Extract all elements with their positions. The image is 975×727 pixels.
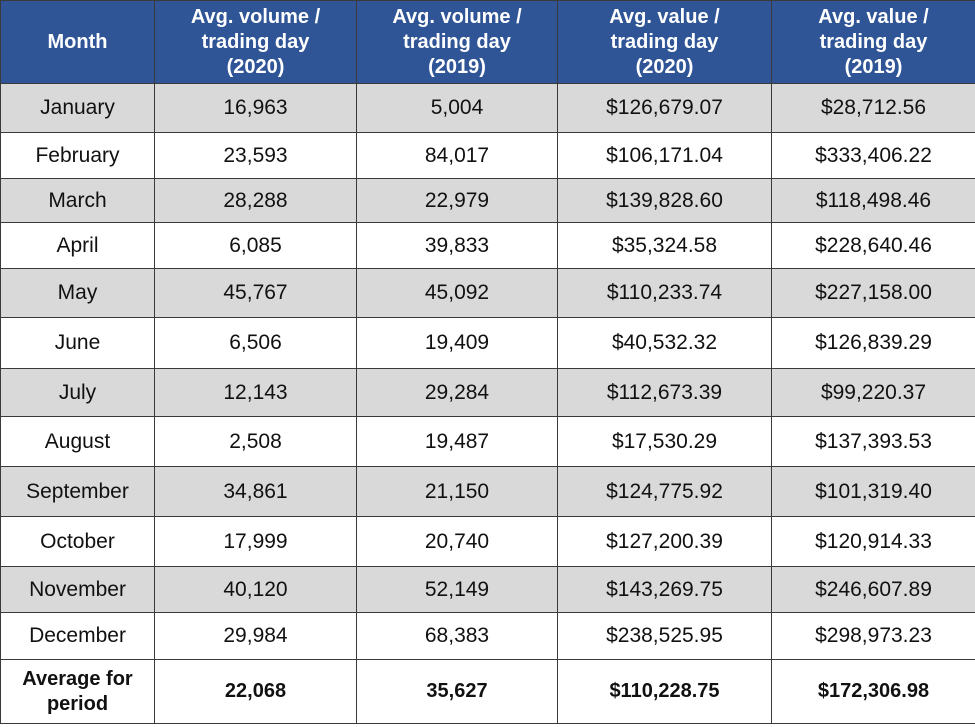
- value-cell: $298,973.23: [771, 612, 975, 660]
- value-cell: $238,525.95: [557, 612, 772, 660]
- header-cell: Avg. volume / trading day (2019): [356, 0, 558, 84]
- value-cell: 39,833: [356, 222, 558, 269]
- table-row: March 28,288 22,979 $139,828.60 $118,498.46: [0, 178, 975, 223]
- value-cell: 2,508: [154, 416, 357, 467]
- table-row: April 6,085 39,833 $35,324.58 $228,640.46: [0, 222, 975, 269]
- footer-row: Average for period 22,068 35,627 $110,228.7…: [0, 659, 975, 724]
- value-cell: $126,839.29: [771, 317, 975, 369]
- value-cell: $228,640.46: [771, 222, 975, 269]
- value-cell: 84,017: [356, 132, 558, 179]
- header-cell: Avg. value / trading day (2020): [557, 0, 772, 84]
- value-cell: $112,673.39: [557, 368, 772, 417]
- value-cell: 5,004: [356, 83, 558, 133]
- footer-label: Average for period: [0, 659, 155, 724]
- header-cell: Avg. value / trading day (2019): [771, 0, 975, 84]
- value-cell: $333,406.22: [771, 132, 975, 179]
- value-cell: 20,740: [356, 516, 558, 567]
- month-cell: May: [0, 268, 155, 318]
- table-row: August 2,508 19,487 $17,530.29 $137,393.53: [0, 416, 975, 467]
- table-row: September 34,861 21,150 $124,775.92 $101,319…: [0, 466, 975, 517]
- table-header: Month Avg. volume / trading day (2020) Avg…: [0, 0, 975, 84]
- value-cell: $118,498.46: [771, 178, 975, 223]
- value-cell: $246,607.89: [771, 566, 975, 613]
- month-cell: November: [0, 566, 155, 613]
- month-cell: April: [0, 222, 155, 269]
- value-cell: 19,487: [356, 416, 558, 467]
- table-row: December 29,984 68,383 $238,525.95 $298,973.…: [0, 612, 975, 660]
- value-cell: $143,269.75: [557, 566, 772, 613]
- table-row: June 6,506 19,409 $40,532.32 $126,839.29: [0, 317, 975, 369]
- value-cell: 12,143: [154, 368, 357, 417]
- value-cell: 29,284: [356, 368, 558, 417]
- value-cell: $35,324.58: [557, 222, 772, 269]
- value-cell: $28,712.56: [771, 83, 975, 133]
- value-cell: 21,150: [356, 466, 558, 517]
- value-cell: $227,158.00: [771, 268, 975, 318]
- table-row: February 23,593 84,017 $106,171.04 $333,406.…: [0, 132, 975, 179]
- month-cell: October: [0, 516, 155, 567]
- value-cell: 6,085: [154, 222, 357, 269]
- value-cell: 68,383: [356, 612, 558, 660]
- footer-value: $172,306.98: [771, 659, 975, 724]
- month-cell: August: [0, 416, 155, 467]
- month-cell: July: [0, 368, 155, 417]
- header-row: Month Avg. volume / trading day (2020) Avg…: [0, 0, 975, 84]
- value-cell: 16,963: [154, 83, 357, 133]
- value-cell: 6,506: [154, 317, 357, 369]
- value-cell: $99,220.37: [771, 368, 975, 417]
- value-cell: 19,409: [356, 317, 558, 369]
- value-cell: $110,233.74: [557, 268, 772, 318]
- month-cell: June: [0, 317, 155, 369]
- month-cell: February: [0, 132, 155, 179]
- value-cell: $106,171.04: [557, 132, 772, 179]
- value-cell: 40,120: [154, 566, 357, 613]
- value-cell: 52,149: [356, 566, 558, 613]
- value-cell: 17,999: [154, 516, 357, 567]
- month-cell: January: [0, 83, 155, 133]
- header-cell: Month: [0, 0, 155, 84]
- header-cell: Avg. volume / trading day (2020): [154, 0, 357, 84]
- table-row: January 16,963 5,004 $126,679.07 $28,712.56: [0, 83, 975, 133]
- value-cell: 29,984: [154, 612, 357, 660]
- table-row: July 12,143 29,284 $112,673.39 $99,220.37: [0, 368, 975, 417]
- table-row: May 45,767 45,092 $110,233.74 $227,158.00: [0, 268, 975, 318]
- value-cell: $126,679.07: [557, 83, 772, 133]
- value-cell: $127,200.39: [557, 516, 772, 567]
- value-cell: 45,092: [356, 268, 558, 318]
- value-cell: $40,532.32: [557, 317, 772, 369]
- footer-value: 22,068: [154, 659, 357, 724]
- value-cell: 22,979: [356, 178, 558, 223]
- month-cell: March: [0, 178, 155, 223]
- table-row: November 40,120 52,149 $143,269.75 $246,607.…: [0, 566, 975, 613]
- value-cell: $124,775.92: [557, 466, 772, 517]
- value-cell: 23,593: [154, 132, 357, 179]
- value-cell: $17,530.29: [557, 416, 772, 467]
- value-cell: 28,288: [154, 178, 357, 223]
- month-cell: December: [0, 612, 155, 660]
- value-cell: $120,914.33: [771, 516, 975, 567]
- value-cell: 45,767: [154, 268, 357, 318]
- value-cell: 34,861: [154, 466, 357, 517]
- value-cell: $101,319.40: [771, 466, 975, 517]
- value-cell: $139,828.60: [557, 178, 772, 223]
- footer-value: 35,627: [356, 659, 558, 724]
- footer-value: $110,228.75: [557, 659, 772, 724]
- value-cell: $137,393.53: [771, 416, 975, 467]
- table-row: October 17,999 20,740 $127,200.39 $120,914.3…: [0, 516, 975, 567]
- table-body: January 16,963 5,004 $126,679.07 $28,712.56 F…: [0, 83, 975, 724]
- month-cell: September: [0, 466, 155, 517]
